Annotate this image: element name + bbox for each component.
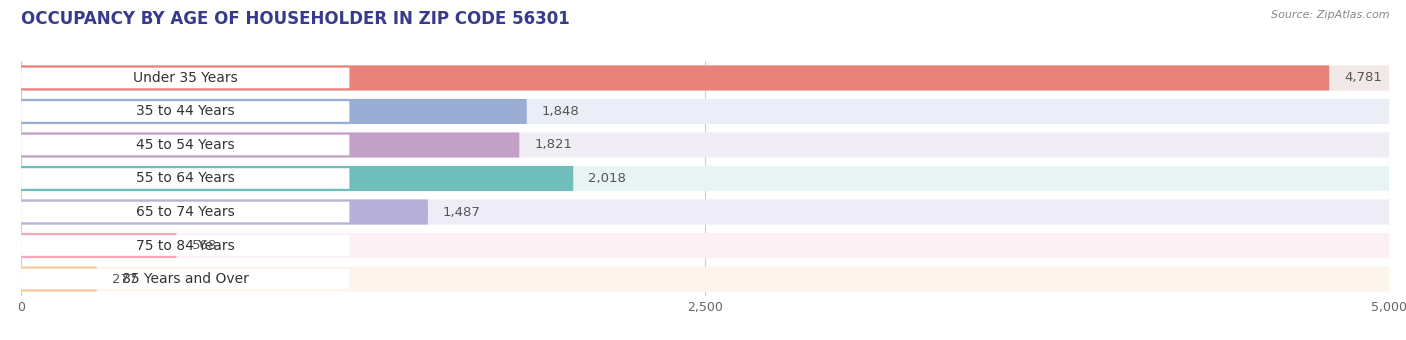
FancyBboxPatch shape — [21, 166, 1389, 191]
FancyBboxPatch shape — [21, 99, 527, 124]
Text: 277: 277 — [112, 273, 138, 286]
Text: OCCUPANCY BY AGE OF HOUSEHOLDER IN ZIP CODE 56301: OCCUPANCY BY AGE OF HOUSEHOLDER IN ZIP C… — [21, 10, 569, 28]
Text: Source: ZipAtlas.com: Source: ZipAtlas.com — [1271, 10, 1389, 20]
FancyBboxPatch shape — [21, 200, 1389, 225]
Text: 65 to 74 Years: 65 to 74 Years — [136, 205, 235, 219]
Text: 568: 568 — [191, 239, 217, 252]
Text: Under 35 Years: Under 35 Years — [134, 71, 238, 85]
Text: 1,848: 1,848 — [541, 105, 579, 118]
FancyBboxPatch shape — [21, 99, 1389, 124]
Text: 2,018: 2,018 — [588, 172, 626, 185]
FancyBboxPatch shape — [21, 267, 1389, 292]
FancyBboxPatch shape — [21, 132, 1389, 157]
Text: 4,781: 4,781 — [1344, 71, 1382, 84]
Text: 75 to 84 Years: 75 to 84 Years — [136, 239, 235, 253]
FancyBboxPatch shape — [21, 132, 519, 157]
FancyBboxPatch shape — [21, 267, 97, 292]
FancyBboxPatch shape — [21, 168, 350, 189]
FancyBboxPatch shape — [21, 101, 350, 122]
FancyBboxPatch shape — [21, 68, 350, 88]
Text: 35 to 44 Years: 35 to 44 Years — [136, 104, 235, 118]
FancyBboxPatch shape — [21, 200, 427, 225]
FancyBboxPatch shape — [21, 233, 1389, 258]
Text: 55 to 64 Years: 55 to 64 Years — [136, 171, 235, 186]
Text: 1,821: 1,821 — [534, 138, 572, 152]
Text: 85 Years and Over: 85 Years and Over — [122, 272, 249, 286]
Text: 45 to 54 Years: 45 to 54 Years — [136, 138, 235, 152]
Text: 1,487: 1,487 — [443, 205, 481, 219]
FancyBboxPatch shape — [21, 235, 350, 256]
FancyBboxPatch shape — [21, 135, 350, 155]
FancyBboxPatch shape — [21, 65, 1389, 90]
FancyBboxPatch shape — [21, 233, 177, 258]
FancyBboxPatch shape — [21, 269, 350, 289]
FancyBboxPatch shape — [21, 202, 350, 222]
FancyBboxPatch shape — [21, 166, 574, 191]
FancyBboxPatch shape — [21, 65, 1329, 90]
